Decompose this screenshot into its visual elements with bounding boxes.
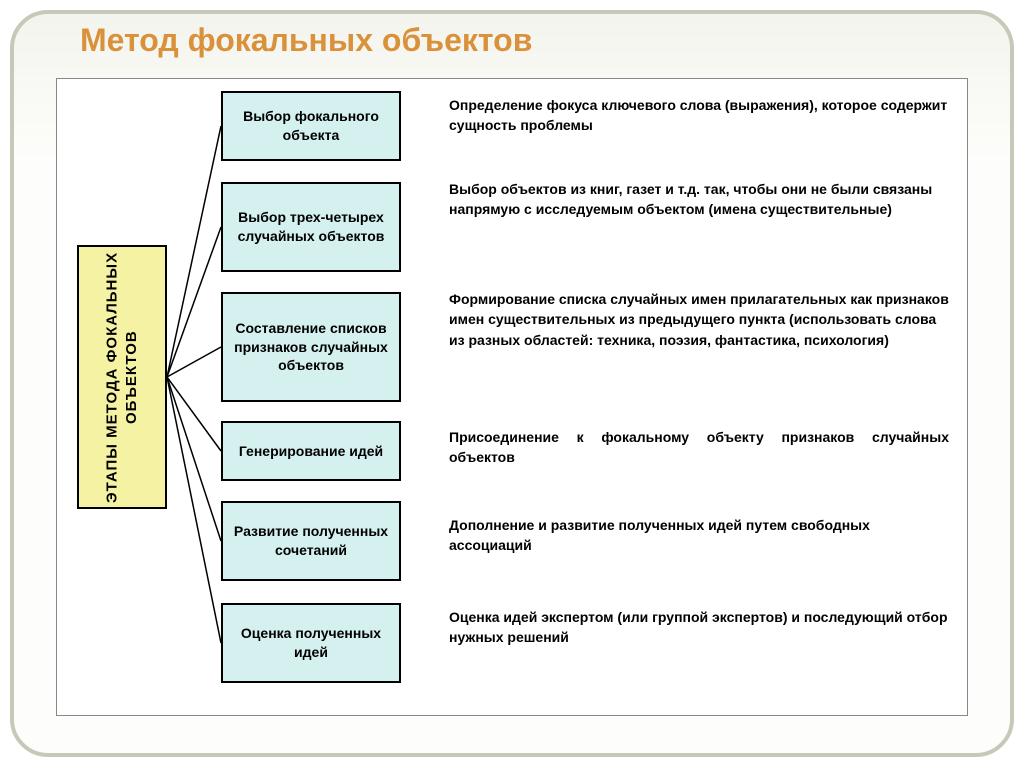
stage-desc-2: Выбор объектов из книг, газет и т.д. так… — [449, 179, 949, 220]
stage-box-3: Составление списков признаков случайных … — [221, 292, 401, 402]
stage-box-4: Генерирование идей — [221, 421, 401, 481]
stage-desc-6: Оценка идей экспертом (или группой экспе… — [449, 607, 949, 648]
stage-desc-1: Определение фокуса ключевого слова (выра… — [449, 95, 949, 136]
diagram-panel: ЭТАПЫ МЕТОДА ФОКАЛЬНЫХ ОБЪЕКТОВ Выбор фок… — [56, 78, 968, 716]
root-box: ЭТАПЫ МЕТОДА ФОКАЛЬНЫХ ОБЪЕКТОВ — [77, 245, 167, 509]
stage-box-2: Выбор трех-четырех случайных объектов — [221, 182, 401, 272]
stage-box-5: Развитие полученных сочетаний — [221, 501, 401, 581]
stage-desc-5: Дополнение и развитие полученных идей пу… — [449, 515, 949, 556]
stage-box-1: Выбор фокального объекта — [221, 91, 401, 161]
stage-box-6: Оценка полученных идей — [221, 603, 401, 683]
stage-desc-3: Формирование списка случайных имен прила… — [449, 289, 949, 350]
stage-desc-4: Присоединение к фокальному объекту призн… — [449, 427, 949, 468]
slide-title: Метод фокальных объектов — [80, 22, 532, 59]
